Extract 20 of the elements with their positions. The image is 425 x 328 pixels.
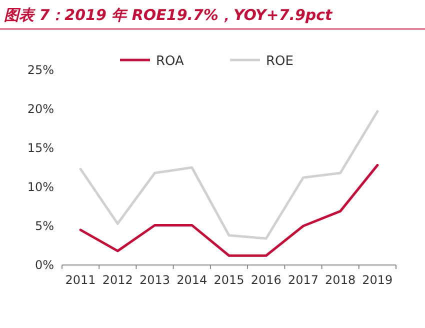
chart-title: 图表 7：2019 年 ROE19.7%，YOY+7.9pct	[4, 6, 334, 24]
legend-label: ROA	[156, 54, 184, 69]
x-tick-label: 2014	[176, 273, 208, 287]
line-series	[79, 164, 379, 257]
y-tick-label: 25%	[27, 63, 54, 77]
y-tick-label: 5%	[34, 219, 54, 233]
y-tick-label: 20%	[27, 102, 54, 116]
x-tick-label: 2017	[288, 273, 318, 287]
x-tick-label: 2012	[102, 273, 133, 287]
y-tick-label: 15%	[27, 141, 54, 155]
x-tick-label: 2016	[250, 273, 282, 287]
x-tick-label: 2011	[65, 273, 96, 287]
x-tick-label: 2015	[214, 273, 244, 287]
x-tick-label: 2019	[362, 273, 393, 287]
x-tick-label: 2013	[140, 273, 170, 287]
y-tick-label: 0%	[34, 258, 54, 272]
line-series	[79, 110, 379, 240]
legend-label: ROE	[266, 54, 294, 69]
x-tick-label: 2018	[325, 273, 356, 287]
y-tick-label: 10%	[27, 180, 54, 194]
